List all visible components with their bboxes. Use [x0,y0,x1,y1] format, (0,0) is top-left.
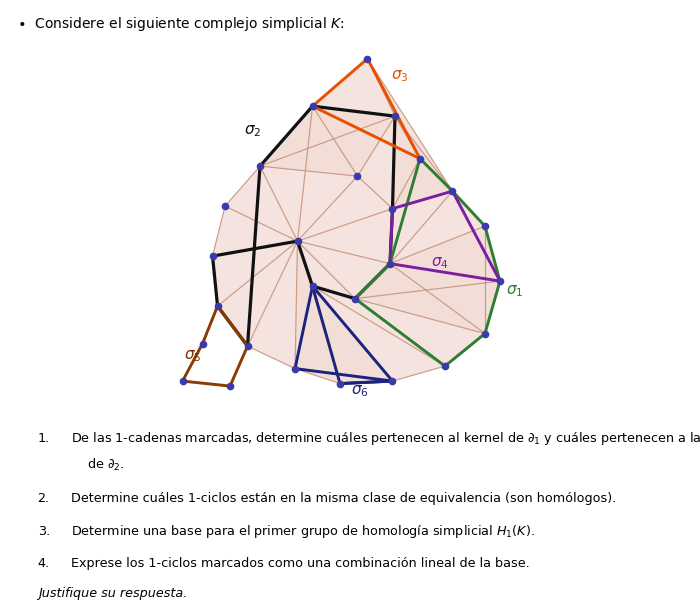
Polygon shape [298,176,393,241]
Polygon shape [218,241,298,346]
Polygon shape [298,241,340,384]
Polygon shape [298,241,390,298]
Polygon shape [485,226,500,333]
Polygon shape [295,368,393,384]
Polygon shape [393,116,452,209]
Polygon shape [355,298,485,366]
Text: $\sigma_4$: $\sigma_4$ [431,256,449,271]
Polygon shape [312,286,393,384]
Text: $\sigma_2$: $\sigma_2$ [244,123,261,139]
Polygon shape [312,106,395,176]
Text: Exprese los 1-ciclos marcados como una combinación lineal de la base.: Exprese los 1-ciclos marcados como una c… [71,557,530,570]
Polygon shape [213,206,298,256]
Polygon shape [298,241,355,298]
Text: Determine una base para el primer grupo de homología simplicial $H_1(K)$.: Determine una base para el primer grupo … [71,523,535,540]
Polygon shape [355,264,500,298]
Polygon shape [295,286,393,381]
Text: de $\partial_2$.: de $\partial_2$. [71,456,125,473]
Text: $\sigma_6$: $\sigma_6$ [351,384,369,399]
Polygon shape [260,106,395,166]
Text: 1.: 1. [38,432,50,445]
Polygon shape [312,286,445,381]
Polygon shape [295,241,340,384]
Polygon shape [393,116,420,209]
Text: $\sigma_1$: $\sigma_1$ [506,283,524,299]
Polygon shape [368,58,420,159]
Text: Justifique su respuesta.: Justifique su respuesta. [38,587,187,600]
Polygon shape [393,159,452,209]
Text: $\sigma_3$: $\sigma_3$ [391,68,409,84]
Polygon shape [213,241,298,306]
Polygon shape [298,106,358,241]
Polygon shape [260,116,395,176]
Polygon shape [355,264,485,333]
Text: Determine cuáles 1-ciclos están en la misma clase de equivalencia (son homólogos: Determine cuáles 1-ciclos están en la mi… [71,492,616,505]
Polygon shape [312,286,445,366]
Text: 3.: 3. [38,525,50,538]
Polygon shape [312,58,395,116]
Polygon shape [390,226,485,333]
Polygon shape [260,106,312,241]
Polygon shape [248,241,298,368]
Polygon shape [355,281,500,333]
Polygon shape [358,116,395,209]
Polygon shape [368,58,452,191]
Polygon shape [225,166,298,241]
Text: $\sigma_5$: $\sigma_5$ [184,349,202,364]
Text: 2.: 2. [38,492,50,505]
Text: $\bullet$  Considere el siguiente complejo simplicial $K$:: $\bullet$ Considere el siguiente complej… [18,15,345,33]
Text: 4.: 4. [38,557,50,570]
Polygon shape [390,191,452,264]
Polygon shape [298,209,393,264]
Text: De las 1-cadenas marcadas, determine cuáles pertenecen al kernel de $\partial_1$: De las 1-cadenas marcadas, determine cuá… [71,430,700,447]
Polygon shape [390,226,500,281]
Polygon shape [390,191,485,264]
Polygon shape [295,241,312,368]
